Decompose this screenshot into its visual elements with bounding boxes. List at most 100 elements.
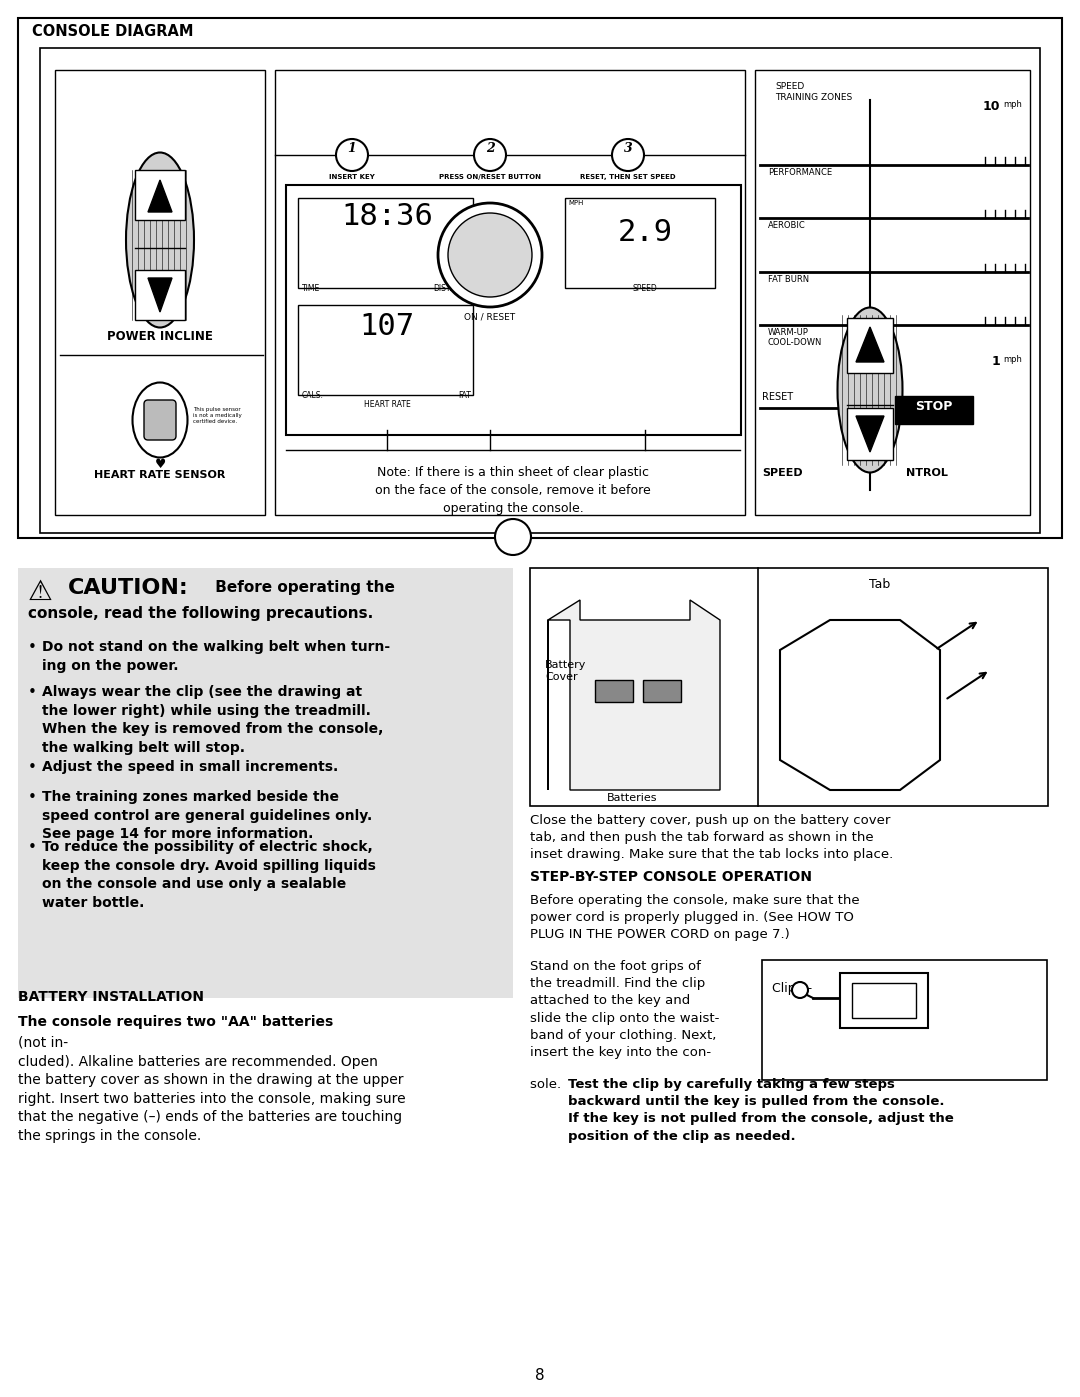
- Text: CALS.: CALS.: [302, 391, 324, 400]
- Text: STOP: STOP: [916, 400, 953, 414]
- Polygon shape: [856, 327, 885, 362]
- Circle shape: [474, 138, 507, 170]
- Bar: [762, 960, 1047, 1080]
- Text: Always wear the clip (see the drawing at
the lower right) while using the treadm: Always wear the clip (see the drawing at…: [42, 685, 383, 754]
- Text: STEP-BY-STEP CONSOLE OPERATION: STEP-BY-STEP CONSOLE OPERATION: [530, 870, 812, 884]
- Text: Adjust the speed in small increments.: Adjust the speed in small increments.: [42, 760, 338, 774]
- Text: MPH: MPH: [568, 200, 583, 205]
- Bar: [286, 184, 741, 434]
- Text: sole.: sole.: [530, 1078, 565, 1091]
- Text: CAUTION:: CAUTION:: [68, 578, 189, 598]
- Text: 10: 10: [983, 101, 1000, 113]
- Bar: [755, 70, 1030, 515]
- Text: •: •: [28, 789, 37, 805]
- Text: Close the battery cover, push up on the battery cover
tab, and then push the tab: Close the battery cover, push up on the …: [530, 814, 893, 862]
- Text: HEART RATE: HEART RATE: [364, 400, 410, 409]
- Polygon shape: [148, 278, 172, 312]
- Circle shape: [336, 138, 368, 170]
- Text: 8: 8: [536, 1368, 544, 1383]
- Text: Before operating the console, make sure that the
power cord is properly plugged : Before operating the console, make sure …: [530, 894, 860, 942]
- Circle shape: [495, 520, 531, 555]
- Text: RESET, THEN SET SPEED: RESET, THEN SET SPEED: [580, 175, 676, 180]
- Text: This pulse sensor
is not a medically
certified device.: This pulse sensor is not a medically cer…: [193, 407, 242, 425]
- Bar: [135, 270, 185, 320]
- Text: SPEED
TRAINING ZONES: SPEED TRAINING ZONES: [775, 82, 852, 102]
- Polygon shape: [148, 180, 172, 212]
- Text: BATTERY INSTALLATION: BATTERY INSTALLATION: [18, 990, 204, 1004]
- Bar: [895, 395, 973, 425]
- Bar: [135, 170, 185, 219]
- Text: FAT: FAT: [458, 391, 471, 400]
- Polygon shape: [548, 599, 720, 789]
- Bar: [18, 18, 1062, 538]
- Text: SPEED: SPEED: [633, 284, 658, 293]
- Bar: [840, 972, 928, 1028]
- Text: AEROBIC: AEROBIC: [768, 221, 806, 231]
- Text: INSERT KEY: INSERT KEY: [329, 175, 375, 180]
- Ellipse shape: [837, 307, 903, 472]
- Text: Tab: Tab: [869, 578, 891, 591]
- Bar: [847, 319, 893, 373]
- Bar: [18, 569, 513, 997]
- Text: WARM-UP
COOL-DOWN: WARM-UP COOL-DOWN: [768, 328, 822, 348]
- Text: •: •: [28, 760, 37, 775]
- Bar: [595, 680, 633, 703]
- Text: mph: mph: [1003, 355, 1022, 365]
- Bar: [565, 198, 715, 288]
- Text: NTROL: NTROL: [906, 468, 948, 478]
- Bar: [298, 198, 473, 288]
- Text: Do not stand on the walking belt when turn-
ing on the power.: Do not stand on the walking belt when tu…: [42, 640, 390, 672]
- Circle shape: [612, 138, 644, 170]
- FancyBboxPatch shape: [144, 400, 176, 440]
- Polygon shape: [856, 416, 885, 453]
- Text: FAT BURN: FAT BURN: [768, 275, 809, 284]
- Circle shape: [438, 203, 542, 307]
- Text: HEART RATE SENSOR: HEART RATE SENSOR: [94, 469, 226, 481]
- Text: •: •: [28, 685, 37, 700]
- Bar: [275, 70, 745, 515]
- Bar: [847, 408, 893, 460]
- Text: •: •: [28, 640, 37, 655]
- Text: console, read the following precautions.: console, read the following precautions.: [28, 606, 374, 622]
- Text: POWER INCLINE: POWER INCLINE: [107, 330, 213, 344]
- Text: mph: mph: [1003, 101, 1022, 109]
- Text: TIME: TIME: [302, 284, 321, 293]
- Text: DISTANCE: DISTANCE: [433, 284, 471, 293]
- Text: To reduce the possibility of electric shock,
keep the console dry. Avoid spillin: To reduce the possibility of electric sh…: [42, 840, 376, 909]
- Ellipse shape: [126, 152, 194, 327]
- Text: 107: 107: [360, 312, 415, 341]
- Text: SPEED: SPEED: [762, 468, 802, 478]
- Text: The training zones marked beside the
speed control are general guidelines only.
: The training zones marked beside the spe…: [42, 789, 373, 841]
- Text: Battery
Cover: Battery Cover: [545, 659, 586, 682]
- Text: PRESS ON/RESET BUTTON: PRESS ON/RESET BUTTON: [438, 175, 541, 180]
- Text: RESET: RESET: [762, 393, 793, 402]
- Text: PERFORMANCE: PERFORMANCE: [768, 168, 832, 177]
- Text: CONSOLE DIAGRAM: CONSOLE DIAGRAM: [32, 24, 193, 39]
- Bar: [643, 680, 681, 703]
- Text: Note: If there is a thin sheet of clear plastic
on the face of the console, remo: Note: If there is a thin sheet of clear …: [375, 467, 651, 515]
- Text: 18:36: 18:36: [341, 203, 433, 231]
- Text: 3: 3: [623, 142, 633, 155]
- Ellipse shape: [133, 383, 188, 457]
- Text: (not in-
cluded). Alkaline batteries are recommended. Open
the battery cover as : (not in- cluded). Alkaline batteries are…: [18, 1037, 406, 1143]
- Text: 2: 2: [486, 142, 495, 155]
- Text: ON / RESET: ON / RESET: [464, 313, 515, 321]
- Text: Before operating the: Before operating the: [210, 580, 395, 595]
- Text: Stand on the foot grips of
the treadmill. Find the clip
attached to the key and
: Stand on the foot grips of the treadmill…: [530, 960, 719, 1059]
- Bar: [298, 305, 473, 395]
- Circle shape: [792, 982, 808, 997]
- Text: The console requires two "AA" batteries: The console requires two "AA" batteries: [18, 1016, 334, 1030]
- Text: 1: 1: [348, 142, 356, 155]
- Bar: [55, 70, 265, 515]
- Bar: [852, 983, 916, 1018]
- Circle shape: [448, 212, 532, 298]
- Text: Clip —: Clip —: [772, 982, 812, 995]
- Text: Batteries: Batteries: [607, 793, 658, 803]
- Text: •: •: [28, 840, 37, 855]
- Polygon shape: [780, 620, 940, 789]
- Text: Test the clip by carefully taking a few steps
backward until the key is pulled f: Test the clip by carefully taking a few …: [568, 1078, 954, 1143]
- Text: ♥: ♥: [154, 458, 165, 471]
- Text: ⚠: ⚠: [28, 578, 53, 606]
- Text: 2.9: 2.9: [618, 218, 673, 247]
- Bar: [530, 569, 1048, 806]
